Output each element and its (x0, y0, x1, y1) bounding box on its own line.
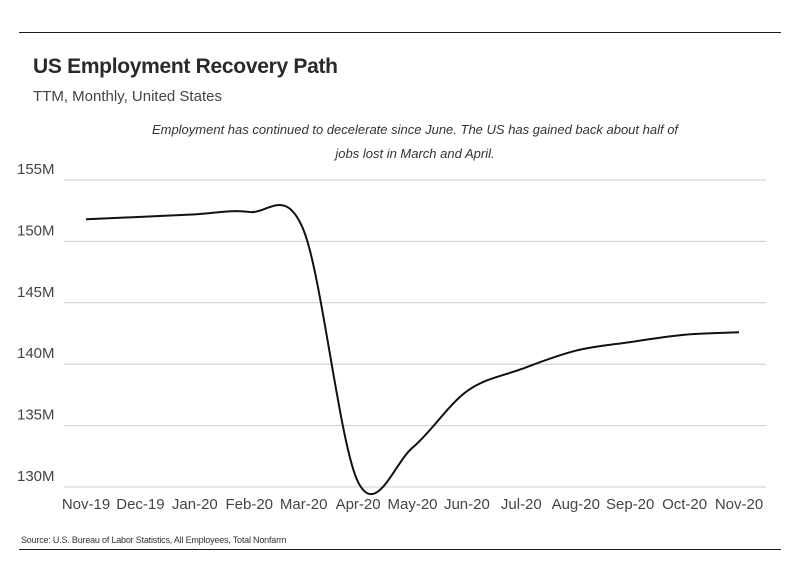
x-tick-label: Aug-20 (552, 496, 600, 513)
x-tick-label: Jun-20 (444, 496, 490, 513)
x-axis-ticks: Nov-19 Dec-19 Jan-20 Feb-20 Mar-20 Apr-20 May-… (62, 496, 763, 513)
x-tick-label: Oct-20 (662, 496, 707, 513)
y-tick-label: 150M (17, 222, 55, 239)
annotation-line-2: jobs lost in March and April. (335, 146, 495, 161)
x-tick-label: May-20 (387, 496, 437, 513)
y-tick-label: 140M (17, 345, 55, 362)
x-tick-label: Jan-20 (172, 496, 218, 513)
y-tick-label: 145M (17, 284, 55, 301)
x-tick-label: Nov-20 (715, 496, 763, 513)
series-line (85, 204, 740, 496)
chart-annotation: Employment has continued to decelerate s… (150, 118, 680, 166)
chart-title: US Employment Recovery Path (33, 55, 338, 78)
source-note: Source: U.S. Bureau of Labor Statistics,… (21, 535, 287, 545)
x-tick-label: Jul-20 (501, 496, 542, 513)
y-tick-label: 155M (17, 161, 55, 178)
bottom-rule (19, 549, 781, 550)
x-tick-label: Dec-19 (116, 496, 164, 513)
y-tick-label: 135M (17, 407, 55, 424)
y-tick-label: 130M (17, 468, 55, 485)
series-group (85, 204, 740, 496)
grid-lines (64, 179, 766, 488)
x-tick-label: Sep-20 (606, 496, 654, 513)
x-tick-label: Apr-20 (336, 496, 381, 513)
x-tick-label: Nov-19 (62, 496, 110, 513)
x-tick-label: Mar-20 (280, 496, 328, 513)
x-tick-label: Feb-20 (225, 496, 273, 513)
annotation-line-1: Employment has continued to decelerate s… (151, 122, 679, 137)
top-rule (19, 32, 781, 33)
chart-subtitle: TTM, Monthly, United States (33, 88, 222, 105)
y-axis-ticks: 130M 135M 140M 145M 150M 155M (17, 161, 55, 485)
